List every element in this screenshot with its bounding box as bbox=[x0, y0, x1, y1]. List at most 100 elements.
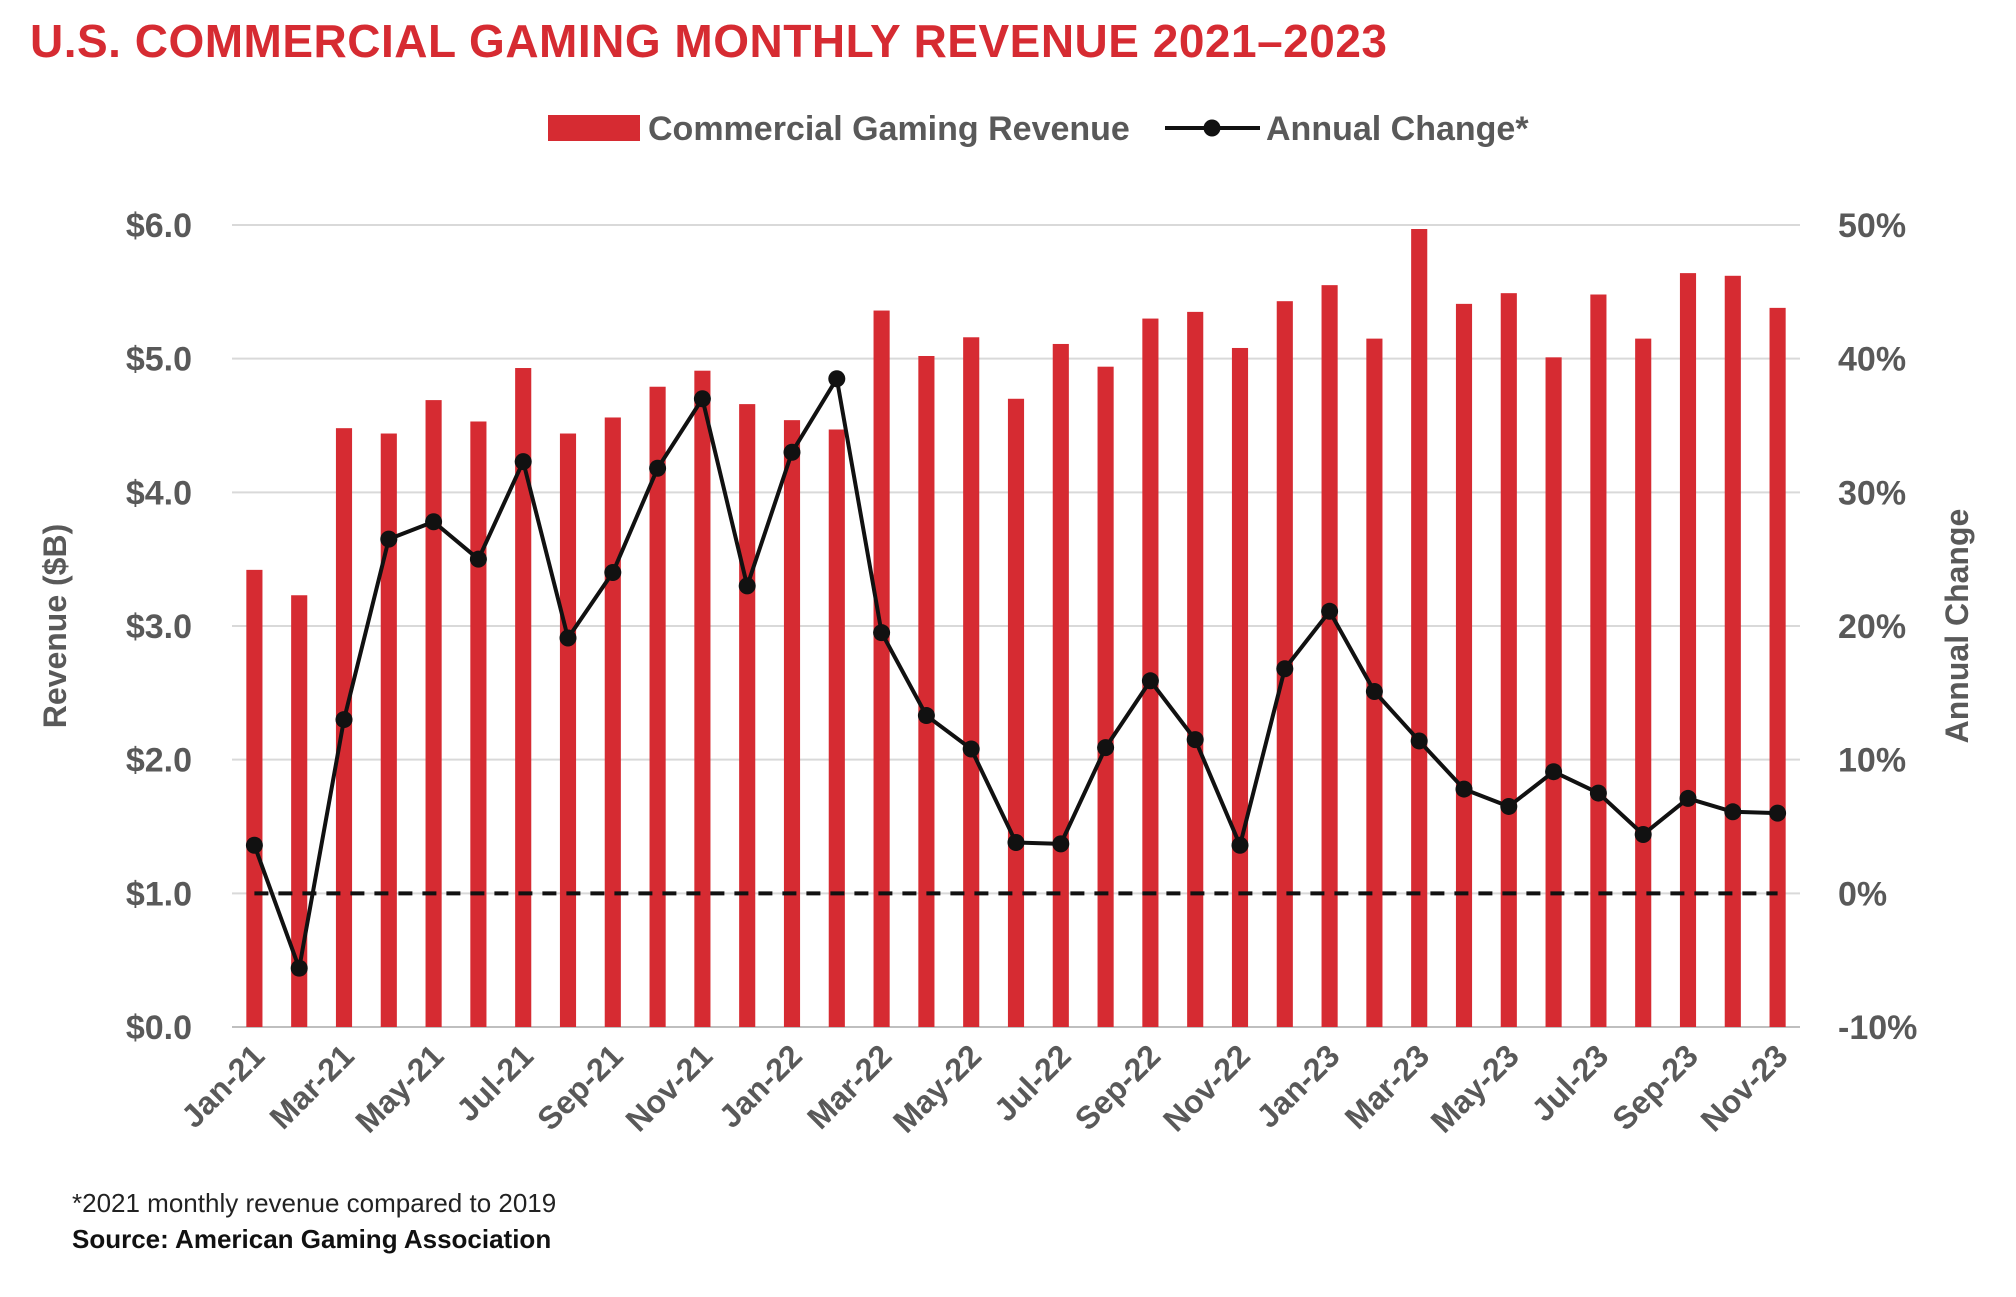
x-tick-label: Jul-23 bbox=[1524, 1037, 1615, 1128]
revenue-bar bbox=[1455, 303, 1473, 1027]
revenue-bar bbox=[783, 420, 801, 1027]
x-tick-label: May-23 bbox=[1424, 1037, 1526, 1139]
revenue-bar bbox=[918, 355, 935, 1027]
annual-change-point bbox=[1679, 789, 1697, 807]
revenue-bar bbox=[1545, 357, 1562, 1028]
revenue-bar bbox=[739, 404, 756, 1027]
annual-change-point bbox=[1769, 804, 1787, 822]
revenue-bar bbox=[425, 400, 442, 1027]
annual-change-point bbox=[290, 959, 308, 977]
revenue-bar bbox=[1635, 338, 1652, 1027]
annual-change-point bbox=[873, 624, 891, 642]
y-tick-label: $0.0 bbox=[126, 1009, 192, 1047]
annual-change-point bbox=[1589, 784, 1607, 802]
annual-change-point bbox=[1634, 826, 1652, 844]
revenue-bar bbox=[1769, 307, 1786, 1028]
revenue-bars bbox=[246, 229, 1786, 1028]
revenue-bar bbox=[1366, 338, 1383, 1027]
x-tick-label: May-22 bbox=[886, 1037, 988, 1139]
annual-change-point bbox=[783, 443, 801, 461]
legend-line-marker bbox=[1203, 119, 1221, 137]
annual-change-point bbox=[649, 459, 667, 477]
legend-annual-change-label: Annual Change* bbox=[1266, 110, 1529, 148]
revenue-bar bbox=[963, 337, 980, 1027]
annual-change-point bbox=[245, 836, 263, 854]
x-tick-label: Jan-23 bbox=[1249, 1037, 1346, 1134]
annual-change-line bbox=[245, 370, 1787, 977]
revenue-bar bbox=[1007, 398, 1025, 1027]
x-tick-label: Mar-22 bbox=[800, 1037, 898, 1135]
revenue-bar bbox=[1724, 275, 1741, 1027]
annual-change-point bbox=[917, 707, 935, 725]
annual-change-point bbox=[1500, 797, 1518, 815]
x-tick-label: Jul-22 bbox=[987, 1037, 1078, 1128]
source-note: Source: American Gaming Association bbox=[72, 1224, 552, 1254]
annual-change-point bbox=[1186, 731, 1204, 749]
x-tick-label: Nov-23 bbox=[1694, 1037, 1795, 1138]
x-tick-label: Nov-21 bbox=[618, 1037, 719, 1138]
revenue-bar bbox=[1321, 285, 1338, 1027]
revenue-bar bbox=[828, 429, 845, 1027]
revenue-bar bbox=[1411, 229, 1428, 1027]
y2-tick-label: 0% bbox=[1838, 875, 1887, 913]
x-tick-label: Sep-23 bbox=[1605, 1037, 1705, 1137]
revenue-bar bbox=[1590, 294, 1607, 1027]
y-tick-label: $4.0 bbox=[126, 474, 192, 512]
annual-change-point bbox=[604, 564, 622, 582]
revenue-bar bbox=[470, 421, 487, 1027]
y2-tick-label: -10% bbox=[1838, 1009, 1917, 1047]
x-tick-label: Sep-21 bbox=[530, 1037, 630, 1137]
annual-change-point bbox=[1231, 836, 1249, 854]
annual-change-point bbox=[693, 390, 711, 408]
y-axis-title: Revenue ($B) bbox=[37, 524, 73, 729]
footnote: *2021 monthly revenue compared to 2019 bbox=[72, 1188, 557, 1218]
annual-change-point bbox=[1365, 682, 1383, 700]
revenue-bar bbox=[1679, 273, 1697, 1027]
revenue-bar bbox=[559, 433, 577, 1027]
annual-change-point bbox=[1097, 739, 1115, 757]
revenue-bar bbox=[1500, 293, 1517, 1027]
revenue-bar bbox=[380, 433, 397, 1027]
annual-change-point bbox=[1321, 602, 1339, 620]
annual-change-point bbox=[738, 577, 756, 595]
revenue-bar bbox=[1231, 347, 1249, 1027]
annual-change-point bbox=[469, 550, 487, 568]
annual-change-point bbox=[1276, 660, 1294, 678]
annual-change-point bbox=[335, 711, 353, 729]
annual-change-point bbox=[962, 740, 980, 758]
chart-title: U.S. COMMERCIAL GAMING MONTHLY REVENUE 2… bbox=[30, 15, 1388, 67]
y-tick-label: $2.0 bbox=[126, 742, 192, 780]
y2-tick-label: 40% bbox=[1838, 341, 1906, 379]
annual-change-point bbox=[828, 370, 846, 388]
y-tick-label: $3.0 bbox=[126, 608, 192, 646]
revenue-bar bbox=[246, 569, 263, 1027]
y2-tick-label: 10% bbox=[1838, 742, 1906, 780]
y-tick-label: $5.0 bbox=[126, 341, 192, 379]
x-tick-label: Mar-21 bbox=[263, 1037, 361, 1135]
annual-change-point bbox=[1455, 780, 1473, 798]
revenue-bar bbox=[1187, 311, 1204, 1028]
revenue-bar bbox=[604, 417, 621, 1028]
annual-change-point bbox=[1141, 672, 1159, 690]
annual-change-point bbox=[559, 629, 577, 647]
legend-revenue-label: Commercial Gaming Revenue bbox=[648, 110, 1130, 148]
y-tick-label: $6.0 bbox=[126, 207, 192, 245]
annual-change-point bbox=[425, 513, 443, 531]
x-tick-label: Jan-21 bbox=[174, 1037, 271, 1134]
annual-change-point bbox=[514, 453, 532, 471]
revenue-bar bbox=[515, 368, 532, 1028]
annual-change-point bbox=[1410, 732, 1428, 750]
annual-change-point bbox=[380, 530, 398, 548]
revenue-bar bbox=[649, 386, 666, 1027]
annual-change-point bbox=[1052, 835, 1070, 853]
legend-bar-swatch bbox=[548, 115, 640, 141]
annual-change-point bbox=[1545, 763, 1563, 781]
revenue-bar bbox=[291, 595, 308, 1027]
y2-tick-label: 30% bbox=[1838, 474, 1906, 512]
annual-change-point bbox=[1007, 834, 1025, 852]
revenue-bar bbox=[1097, 366, 1114, 1028]
annual-change-point bbox=[1724, 803, 1742, 821]
revenue-bar bbox=[694, 370, 711, 1027]
legend: Commercial Gaming Revenue Annual Change* bbox=[548, 110, 1529, 148]
